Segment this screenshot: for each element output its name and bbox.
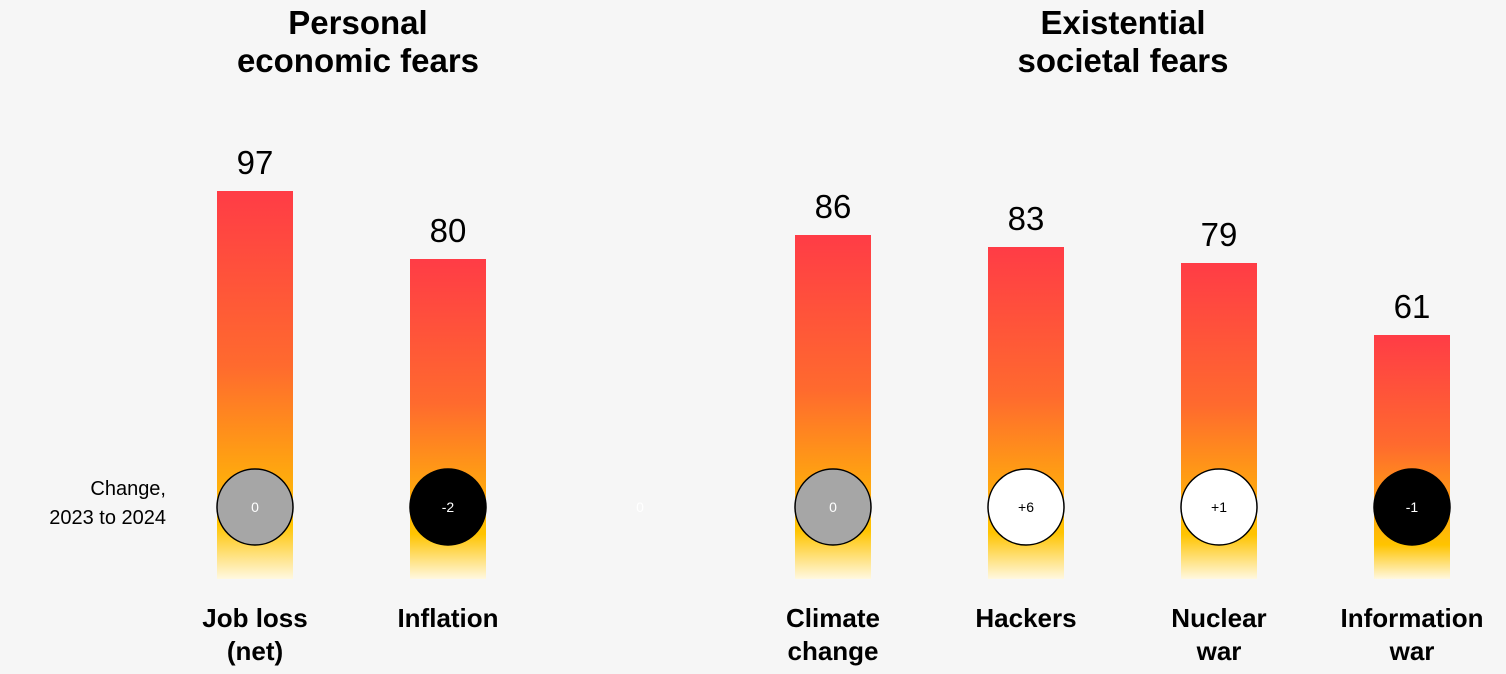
change-badge-label: -1 <box>1406 499 1419 515</box>
change-badge <box>216 468 294 546</box>
category-label: Inflation <box>397 603 498 633</box>
change-badge <box>987 468 1065 546</box>
change-badge <box>794 468 872 546</box>
bar-value-label: 80 <box>430 212 467 249</box>
change-badge <box>1180 468 1258 546</box>
bar-value-label: 97 <box>237 144 274 181</box>
change-badge <box>1373 468 1451 546</box>
group-title: Personal <box>288 4 427 41</box>
spacer-label: 0 <box>636 499 644 515</box>
change-badge <box>409 468 487 546</box>
category-label: Information <box>1341 603 1484 633</box>
category-label: Job loss <box>202 603 307 633</box>
category-label: (net) <box>227 636 283 666</box>
category-label: change <box>787 636 878 666</box>
bar-value-label: 83 <box>1008 200 1045 237</box>
group-title: Existential <box>1040 4 1205 41</box>
bar-value-label: 86 <box>815 188 852 225</box>
change-badge-label: -2 <box>442 499 455 515</box>
category-label: Hackers <box>975 603 1076 633</box>
change-legend-label: Change, <box>90 478 166 500</box>
category-label: war <box>1196 636 1242 666</box>
change-badge-label: +6 <box>1018 499 1034 515</box>
category-label: Climate <box>786 603 880 633</box>
change-badge-label: 0 <box>829 499 837 515</box>
change-badge-label: +1 <box>1211 499 1227 515</box>
change-legend-label: 2023 to 2024 <box>49 507 166 529</box>
group-title: economic fears <box>237 42 479 79</box>
bar-value-label: 61 <box>1394 288 1431 325</box>
bar-value-label: 79 <box>1201 216 1238 253</box>
change-badge-label: 0 <box>251 499 259 515</box>
group-title: societal fears <box>1018 42 1229 79</box>
category-label: Nuclear <box>1171 603 1266 633</box>
category-label: war <box>1389 636 1435 666</box>
